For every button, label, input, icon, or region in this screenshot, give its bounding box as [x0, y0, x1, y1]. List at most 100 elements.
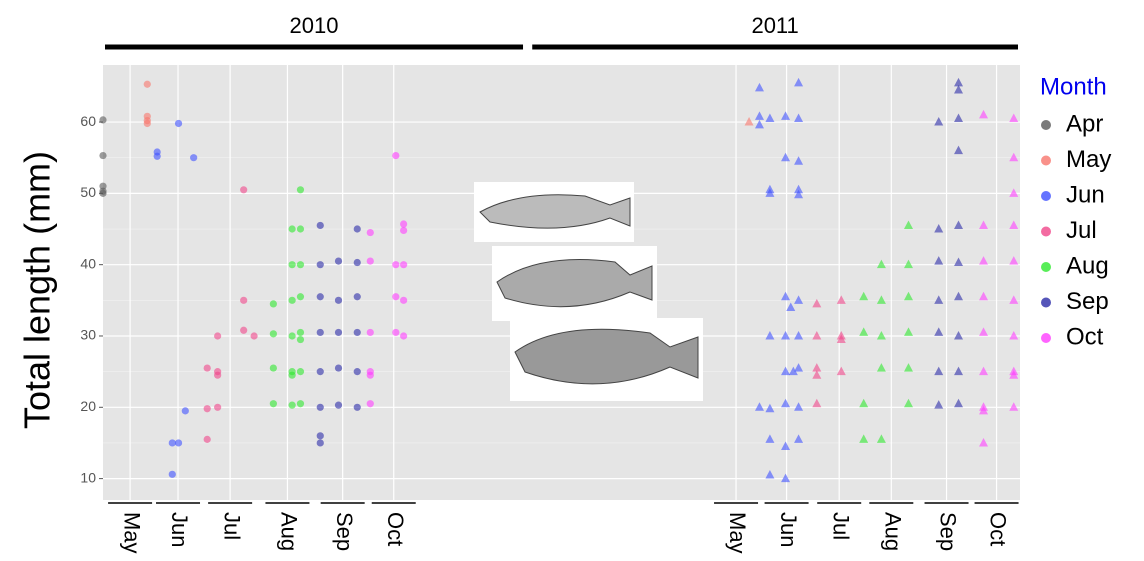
point — [859, 434, 869, 443]
point — [794, 189, 804, 199]
point — [794, 434, 804, 443]
point — [203, 364, 211, 372]
point — [316, 293, 324, 301]
point — [954, 77, 964, 87]
point — [904, 259, 914, 269]
y-tick-label: 30 — [80, 327, 96, 343]
point — [954, 330, 964, 340]
point — [392, 261, 400, 269]
x-tick-label: Jun — [167, 512, 192, 547]
point — [794, 330, 804, 340]
point — [876, 295, 886, 304]
point — [765, 188, 775, 197]
point — [794, 113, 804, 122]
legend-key — [1041, 297, 1051, 308]
legend-key — [1041, 155, 1051, 166]
point — [836, 366, 846, 376]
point — [316, 432, 324, 440]
x-tick-label: May — [119, 512, 144, 554]
point — [754, 82, 764, 92]
point — [812, 330, 822, 340]
x-tick-label: Oct — [986, 512, 1011, 546]
y-tick-label: 10 — [80, 469, 96, 485]
point — [269, 330, 277, 338]
point — [214, 371, 222, 379]
point — [143, 80, 151, 88]
point — [296, 293, 305, 301]
point — [1009, 220, 1019, 229]
point — [954, 113, 964, 122]
x-tick-label: Aug — [880, 512, 905, 551]
point — [174, 119, 183, 128]
point — [181, 407, 189, 415]
point — [334, 364, 343, 372]
point — [1009, 152, 1019, 162]
legend-label: May — [1066, 146, 1111, 173]
point — [153, 152, 161, 160]
point — [979, 405, 989, 415]
point — [781, 441, 791, 451]
point — [904, 363, 914, 372]
point — [979, 291, 989, 301]
point — [765, 434, 775, 443]
point — [99, 151, 107, 160]
point — [794, 295, 804, 304]
point — [1009, 330, 1019, 340]
point — [836, 334, 846, 344]
point — [316, 368, 324, 376]
x-tick-label: Oct — [383, 512, 408, 546]
point — [904, 398, 914, 408]
point — [334, 328, 343, 337]
point — [812, 370, 822, 379]
points — [99, 77, 1019, 483]
point — [296, 368, 305, 376]
point — [400, 220, 408, 228]
point — [836, 295, 846, 304]
point — [366, 257, 374, 265]
point — [269, 364, 277, 372]
point — [934, 224, 944, 233]
legend-key — [1041, 120, 1051, 130]
point — [934, 400, 944, 409]
point — [1009, 113, 1019, 122]
legend-key — [1041, 191, 1051, 201]
point — [353, 328, 361, 337]
point — [288, 261, 296, 269]
fish-drawing — [514, 328, 699, 385]
point — [99, 182, 107, 190]
point — [979, 220, 989, 229]
point — [754, 402, 764, 411]
point — [954, 291, 964, 301]
x-tick-label: Sep — [936, 512, 961, 551]
point — [353, 403, 361, 411]
facet-label: 2010 — [290, 13, 339, 38]
point — [904, 327, 914, 336]
point — [168, 439, 176, 447]
point — [392, 293, 400, 301]
point — [765, 470, 775, 479]
point — [794, 184, 804, 194]
point — [1009, 256, 1019, 265]
point — [366, 371, 374, 379]
point — [190, 154, 198, 162]
x-tick-label: May — [725, 512, 750, 554]
point — [296, 400, 305, 408]
point — [954, 220, 964, 229]
point — [794, 402, 804, 411]
point — [316, 261, 324, 269]
facet-label: 2011 — [751, 13, 798, 38]
point — [316, 328, 324, 337]
point — [794, 156, 804, 165]
point — [934, 117, 944, 126]
point — [876, 434, 886, 443]
point — [353, 368, 361, 376]
x-tick-label: Sep — [332, 512, 357, 551]
point — [954, 398, 964, 408]
legend-key — [1041, 226, 1051, 237]
point — [174, 439, 183, 447]
point — [392, 151, 400, 160]
point — [876, 363, 886, 372]
point — [934, 327, 944, 336]
